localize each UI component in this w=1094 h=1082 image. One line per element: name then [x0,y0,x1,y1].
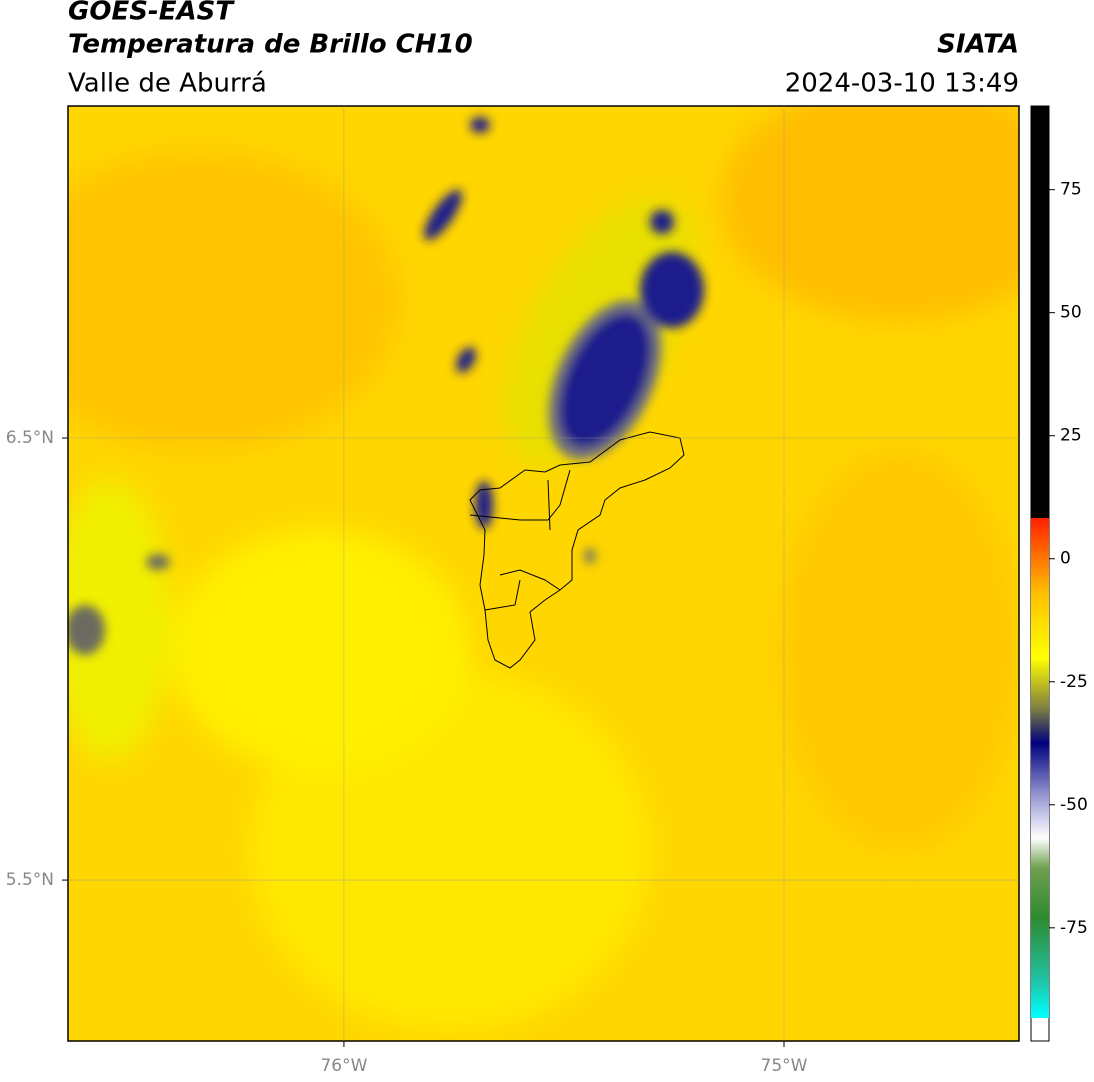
product-title: Temperatura de Brillo CH10 [68,30,473,60]
colorbar-label: -50 [1060,795,1088,815]
region: Valle de Aburrá [68,69,267,99]
map-frame [67,105,1020,1042]
colorbar-label: 0 [1060,549,1071,569]
lat-label: 6.5°N [6,428,54,448]
lat-label: 5.5°N [6,870,54,890]
valley-boundaries [469,431,685,669]
colorbar-label: 50 [1060,303,1082,323]
colorbar-gradient [1031,518,1049,1018]
lon-label: 75°W [761,1056,808,1076]
datetime: 2024-03-10 13:49 [785,69,1019,99]
colorbar-label: -25 [1060,672,1088,692]
colorbar-label: 75 [1060,180,1082,200]
colorbar-top [1031,106,1049,518]
colorbar-label: 25 [1060,426,1082,446]
brightness-field [68,106,1019,1041]
agency: SIATA [937,30,1019,60]
satellite-title: GOES-EAST [68,0,235,27]
lon-label: 76°W [320,1056,367,1076]
colorbar-label: -75 [1060,918,1088,938]
